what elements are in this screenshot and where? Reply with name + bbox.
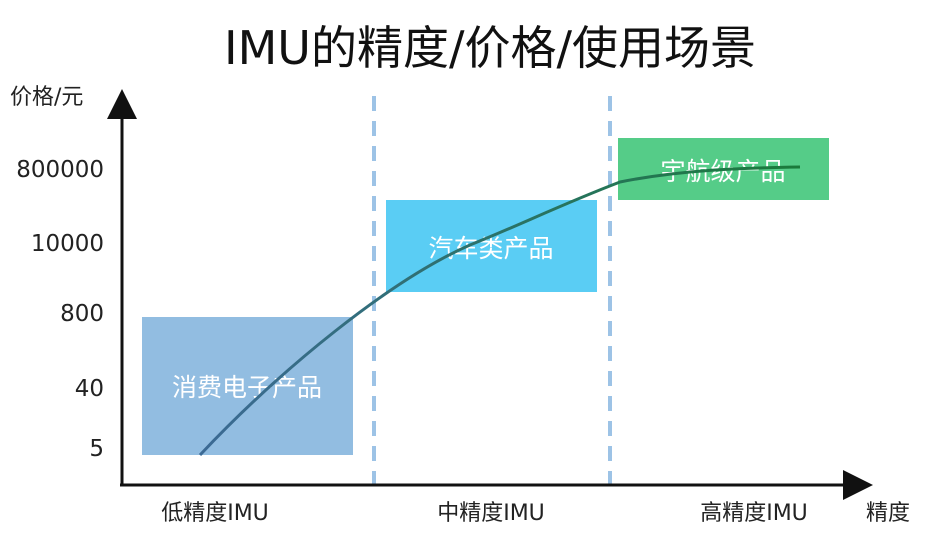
x-category-label: 低精度IMU xyxy=(161,501,269,526)
region-label-automotive: 汽车类产品 xyxy=(428,234,553,263)
y-axis-label: 价格/元 xyxy=(10,85,83,110)
x-category-label: 中精度IMU xyxy=(437,501,545,526)
region-label-consumer: 消费电子产品 xyxy=(172,373,322,402)
y-tick-label: 40 xyxy=(75,376,104,402)
y-tick-label: 800000 xyxy=(16,157,104,183)
region-label-aerospace: 宇航级产品 xyxy=(660,157,785,186)
x-category-label: 高精度IMU xyxy=(700,501,808,526)
x-axis-label: 精度 xyxy=(866,501,910,526)
region-box-automotive xyxy=(386,200,597,292)
trend-curve xyxy=(198,165,801,457)
region-box-consumer xyxy=(142,317,353,455)
y-tick-label: 5 xyxy=(89,436,104,462)
y-tick-label: 10000 xyxy=(31,231,104,257)
y-tick-label: 800 xyxy=(60,301,104,327)
diagram-title: IMU的精度/价格/使用场景 xyxy=(224,21,756,75)
